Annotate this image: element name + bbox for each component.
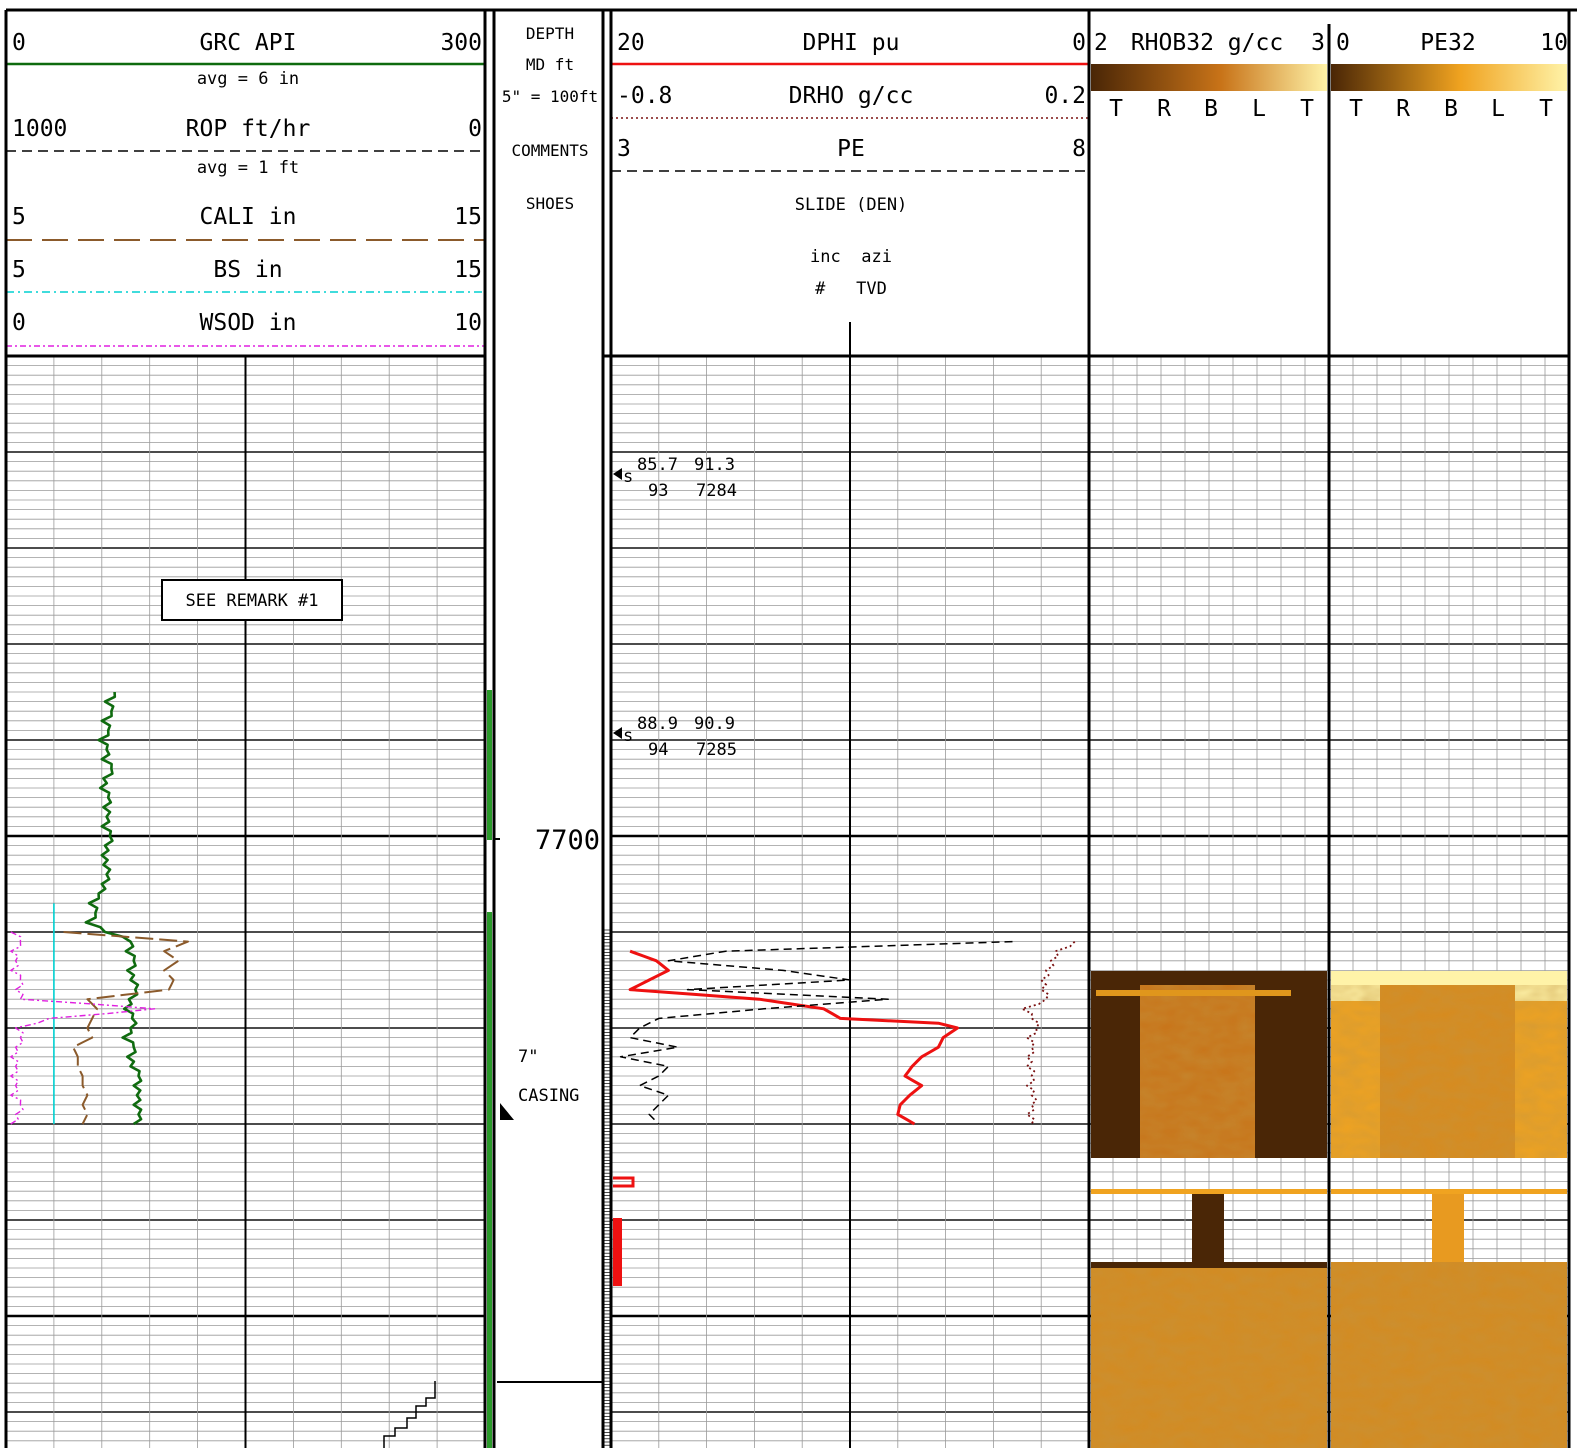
survey-2-inc: 88.9 xyxy=(637,714,678,734)
cali-curve xyxy=(63,931,189,1125)
pe32-orient-1: R xyxy=(1396,96,1410,122)
remark-box[interactable]: SEE REMARK #1 xyxy=(161,579,343,621)
rhob32-orient-0: T xyxy=(1109,96,1123,122)
pe32-color-scale xyxy=(1331,64,1567,91)
survey-2: s 88.9 90.9 94 7285 xyxy=(613,714,737,760)
depth-label-7700: 7700 xyxy=(535,825,600,856)
track-1-header: 0 GRC API 300 avg = 6 in 1000 ROP ft/hr … xyxy=(6,30,485,347)
grc-curve xyxy=(84,691,143,1126)
rhob32-label: RHOB32 g/cc xyxy=(1131,30,1283,56)
slide-num-tvd-header: # TVD xyxy=(815,279,887,299)
pe32-orient-3: L xyxy=(1491,96,1505,122)
casing-shoe-icon xyxy=(500,1103,514,1120)
rhob32-orient-2: B xyxy=(1204,96,1218,122)
bs-max: 15 xyxy=(454,257,482,283)
grc-label: GRC API xyxy=(200,30,297,56)
pe-label: PE xyxy=(837,136,865,162)
depth-header-units: MD ft xyxy=(526,55,574,74)
survey-1-inc: 85.7 xyxy=(637,455,678,475)
pe32-orient-2: B xyxy=(1444,96,1458,122)
rhob32-orient-3: L xyxy=(1252,96,1266,122)
cali-label: CALI in xyxy=(200,204,297,230)
pe32-orient-0: T xyxy=(1349,96,1363,122)
pe-curve xyxy=(619,940,1013,1125)
depth-track-header: DEPTH MD ft 5" = 100ft COMMENTS SHOES xyxy=(502,24,598,213)
cali-max: 15 xyxy=(454,204,482,230)
rop-min: 1000 xyxy=(12,116,67,142)
pe-min: 3 xyxy=(617,136,631,162)
survey-2-tvd: 7285 xyxy=(696,740,737,760)
rop-avg-note: avg = 1 ft xyxy=(197,158,299,178)
depth-header-scale: 5" = 100ft xyxy=(502,87,598,106)
pe32-max: 10 xyxy=(1540,30,1568,56)
dphi-curve xyxy=(628,949,959,1126)
green-marker-band-1 xyxy=(487,690,492,840)
dphi-red-block xyxy=(613,1218,622,1286)
slide-header: SLIDE (DEN) xyxy=(795,195,908,215)
pe32-image xyxy=(1331,971,1567,1448)
bs-min: 5 xyxy=(12,257,26,283)
wsod-min: 0 xyxy=(12,310,26,336)
wsod-curve xyxy=(10,931,156,1125)
rhob32-min: 2 xyxy=(1094,30,1108,56)
dphi-red-tick xyxy=(613,1176,635,1188)
rop-curve xyxy=(383,1381,436,1448)
pe-max: 8 xyxy=(1072,136,1086,162)
drho-label: DRHO g/cc xyxy=(789,83,914,109)
rhob32-color-scale xyxy=(1091,64,1327,91)
slide-inc-azi-header: inc azi xyxy=(810,247,892,267)
rhob32-orient-4: T xyxy=(1300,96,1314,122)
pe32-header: 0 PE32 10 T R B L T xyxy=(1331,30,1568,122)
survey-2-num: 94 xyxy=(648,740,668,760)
borehole-images xyxy=(1091,971,1567,1448)
rhob32-header: 2 RHOB32 g/cc 3 T R B L T xyxy=(1091,30,1327,122)
survey-1-flag-icon xyxy=(613,468,622,480)
survey-1: s 85.7 91.3 93 7284 xyxy=(613,455,737,501)
dphi-max: 0 xyxy=(1072,30,1086,56)
survey-1-marker: s xyxy=(623,467,633,487)
green-marker-band-2 xyxy=(487,912,492,1448)
track-2-header: 20 DPHI pu 0 -0.8 DRHO g/cc 0.2 3 PE 8 S… xyxy=(611,30,1089,356)
dphi-min: 20 xyxy=(617,30,645,56)
depth-header-comments: COMMENTS xyxy=(511,141,588,160)
survey-2-flag-icon xyxy=(613,727,622,739)
casing-size-label: 7" xyxy=(518,1047,538,1067)
survey-2-marker: s xyxy=(623,726,633,746)
drho-max: 0.2 xyxy=(1044,83,1086,109)
rop-max: 0 xyxy=(468,116,482,142)
drho-min: -0.8 xyxy=(617,83,672,109)
cali-min: 5 xyxy=(12,204,26,230)
wsod-max: 10 xyxy=(454,310,482,336)
track-borders xyxy=(4,8,1577,1448)
pe32-min: 0 xyxy=(1336,30,1350,56)
pe32-orient-4: T xyxy=(1539,96,1553,122)
casing-label: CASING xyxy=(518,1086,579,1106)
depth-header-title: DEPTH xyxy=(526,24,574,43)
wsod-label: WSOD in xyxy=(200,310,297,336)
drho-curve xyxy=(1021,940,1076,1125)
rhob32-max: 3 xyxy=(1311,30,1325,56)
grc-max: 300 xyxy=(440,30,482,56)
survey-1-tvd: 7284 xyxy=(696,481,737,501)
depth-track: 7700 7" CASING xyxy=(487,690,611,1448)
pe32-label: PE32 xyxy=(1420,30,1475,56)
survey-1-azi: 91.3 xyxy=(694,455,735,475)
remark-text: SEE REMARK #1 xyxy=(185,591,318,611)
log-curves xyxy=(10,691,1076,1126)
survey-2-azi: 90.9 xyxy=(694,714,735,734)
bs-label: BS in xyxy=(213,257,282,283)
depth-header-shoes: SHOES xyxy=(526,194,574,213)
survey-1-num: 93 xyxy=(648,481,668,501)
grc-avg-note: avg = 6 in xyxy=(197,69,299,89)
rhob32-orient-1: R xyxy=(1157,96,1171,122)
rhob32-image xyxy=(1091,971,1327,1448)
rop-label: ROP ft/hr xyxy=(186,116,311,142)
dphi-label: DPHI pu xyxy=(803,30,900,56)
grc-min: 0 xyxy=(12,30,26,56)
